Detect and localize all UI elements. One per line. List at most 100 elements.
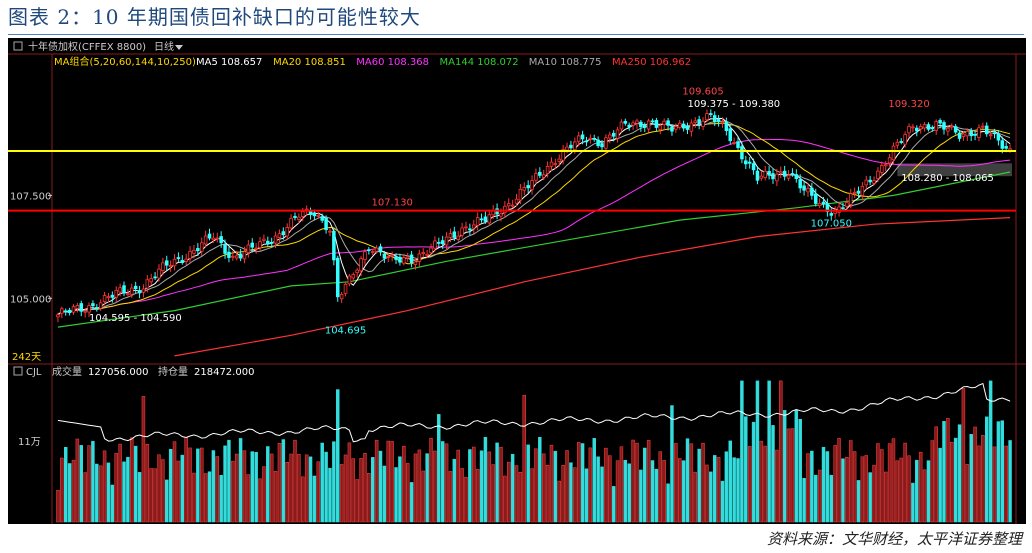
volume-bar bbox=[639, 469, 643, 523]
volume-bar bbox=[316, 461, 321, 523]
price-label: 107.050 bbox=[811, 218, 852, 229]
price-label: 104.695 bbox=[325, 325, 366, 336]
volume-bar bbox=[848, 440, 853, 523]
candle-body bbox=[203, 235, 208, 245]
candle-body bbox=[367, 249, 371, 252]
candle-body bbox=[596, 139, 600, 147]
volume-bar bbox=[526, 444, 530, 523]
volume-bar bbox=[864, 455, 868, 523]
ma-legend-ma250: MA250 106.962 bbox=[612, 57, 691, 68]
volume-bar bbox=[907, 455, 911, 523]
candle-body bbox=[689, 122, 694, 132]
candle-body bbox=[250, 242, 255, 248]
candle-body bbox=[670, 126, 674, 132]
volume-bar bbox=[452, 458, 457, 523]
candle-body bbox=[561, 149, 565, 161]
volume-bar bbox=[277, 442, 282, 523]
volume-bar bbox=[798, 419, 802, 523]
volume-bar bbox=[359, 458, 363, 523]
volume-bar bbox=[91, 440, 95, 523]
volume-bar bbox=[308, 456, 313, 523]
volume-bar bbox=[996, 421, 1001, 523]
volume-bar bbox=[336, 389, 340, 523]
volume-bar bbox=[200, 447, 204, 523]
volume-bar bbox=[413, 453, 418, 523]
candle-body bbox=[883, 164, 888, 167]
volume-bar bbox=[736, 458, 740, 523]
volume-bar bbox=[304, 454, 309, 523]
cjl-label: CJL bbox=[26, 367, 42, 378]
candle-body bbox=[386, 256, 391, 258]
candle-body bbox=[705, 113, 709, 121]
candle-body bbox=[351, 274, 356, 279]
volume-bar bbox=[841, 458, 845, 523]
candle-body bbox=[196, 248, 200, 252]
candles bbox=[56, 109, 1012, 323]
volume-bar bbox=[662, 460, 666, 523]
volume-bar bbox=[658, 451, 663, 523]
volume-bar bbox=[63, 446, 68, 523]
candle-body bbox=[553, 163, 558, 165]
candle-body bbox=[168, 265, 173, 267]
volume-bar bbox=[266, 446, 270, 523]
volume-bar bbox=[988, 380, 993, 523]
candle-body bbox=[98, 302, 103, 309]
candle-body bbox=[273, 235, 278, 244]
candle-body bbox=[437, 241, 441, 244]
candle-body bbox=[938, 120, 942, 124]
candle-body bbox=[604, 137, 608, 149]
candle-body bbox=[627, 124, 631, 128]
volume-bar bbox=[153, 468, 157, 523]
volume-bar bbox=[942, 421, 946, 523]
volume-bar bbox=[872, 464, 876, 523]
candle-body bbox=[1008, 148, 1012, 151]
volume-bar bbox=[56, 490, 60, 523]
period-label[interactable]: 日线 bbox=[154, 40, 174, 53]
candle-body bbox=[444, 236, 449, 246]
candle-body bbox=[184, 258, 188, 262]
candle-body bbox=[355, 269, 359, 274]
period-dropdown-icon[interactable] bbox=[175, 45, 183, 50]
volume-bar bbox=[650, 460, 655, 523]
volume-bar bbox=[565, 450, 569, 523]
candle-body bbox=[421, 252, 426, 254]
cjl-window-icon[interactable] bbox=[13, 366, 23, 376]
candle-body bbox=[246, 244, 251, 253]
volume-bar bbox=[207, 471, 212, 523]
volume-bar bbox=[829, 474, 834, 523]
candle-body bbox=[891, 145, 896, 161]
open-interest-label: 持仓量 bbox=[158, 365, 188, 378]
volume-bar bbox=[1000, 420, 1005, 523]
volume-bar bbox=[390, 441, 394, 523]
candle-body bbox=[137, 290, 142, 294]
candle-body bbox=[110, 294, 115, 298]
candle-body bbox=[864, 179, 869, 186]
candle-body bbox=[161, 262, 165, 271]
candle-body bbox=[736, 141, 740, 148]
candle-body bbox=[763, 170, 767, 178]
caption-rule bbox=[8, 34, 1024, 35]
candle-body bbox=[817, 203, 822, 206]
candle-body bbox=[973, 133, 977, 136]
candle-body bbox=[433, 240, 437, 249]
candle-body bbox=[133, 285, 138, 290]
volume-bar bbox=[806, 453, 810, 523]
volume-bar bbox=[425, 453, 429, 523]
candle-body bbox=[922, 124, 927, 129]
volume-bar bbox=[740, 380, 744, 523]
candle-body bbox=[580, 134, 585, 140]
candle-body bbox=[810, 187, 814, 196]
volume-bar bbox=[814, 474, 818, 523]
candle-body bbox=[751, 163, 756, 171]
volume-bar bbox=[370, 457, 375, 523]
candle-body bbox=[192, 249, 196, 254]
candle-body bbox=[312, 212, 317, 217]
candle-body bbox=[518, 188, 523, 201]
y-tick-label: 107.500 bbox=[10, 191, 51, 202]
volume-bar bbox=[402, 445, 406, 523]
volume-bar bbox=[437, 414, 441, 523]
candle-body bbox=[281, 231, 286, 236]
window-icon[interactable] bbox=[13, 41, 23, 51]
candle-body bbox=[685, 125, 690, 130]
